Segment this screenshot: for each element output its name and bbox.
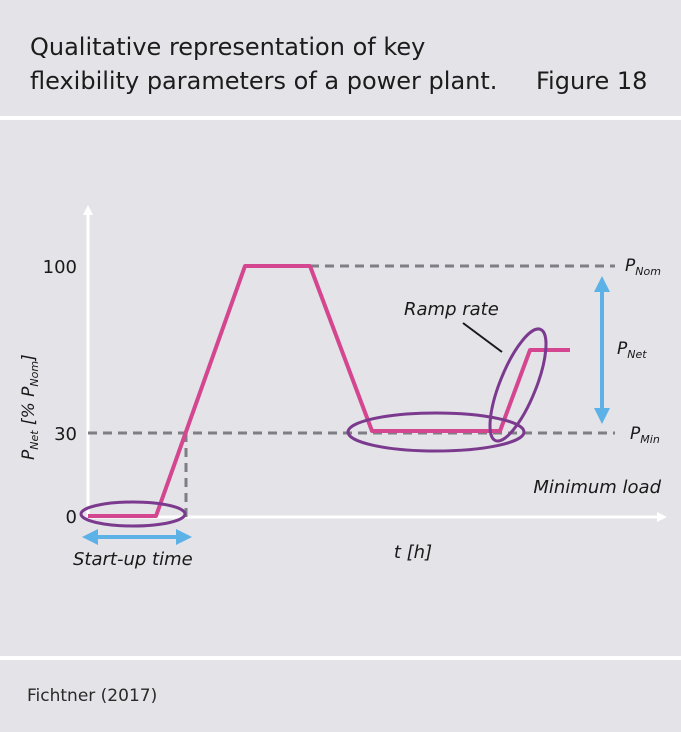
- flexibility-diagram: 100 30 0 PNet [% PNom] PNom PNet PMin Ra…: [19, 205, 667, 570]
- p-net-label: PNet: [617, 339, 647, 361]
- title-line-2: flexibility parameters of a power plant.: [30, 67, 498, 95]
- ramp-rate-pointer: [462, 322, 503, 353]
- power-output-curve: [88, 264, 570, 518]
- startup-ellipse: [79, 500, 187, 528]
- minimum-load-ellipse: [346, 411, 526, 453]
- x-axis-label: t [h]: [394, 542, 432, 563]
- header-divider: [0, 116, 681, 120]
- header: Qualitative representation of key flexib…: [0, 0, 681, 116]
- tick-label-30: 30: [54, 424, 77, 445]
- p-min-label: PMin: [630, 424, 660, 446]
- minimum-load-label: Minimum load: [533, 477, 661, 498]
- figure-title: Qualitative representation of key flexib…: [30, 30, 530, 98]
- tick-label-100: 100: [43, 257, 77, 278]
- title-line-1: Qualitative representation of key: [30, 33, 426, 61]
- figure-number: Figure 18: [536, 67, 648, 95]
- y-axis-label: PNet [% PNom]: [19, 354, 41, 460]
- p-nom-label: PNom: [625, 256, 661, 278]
- tick-label-0: 0: [66, 507, 77, 528]
- startup-time-label: Start-up time: [73, 549, 193, 570]
- source-citation: Fichtner (2017): [27, 686, 158, 706]
- ramp-rate-label: Ramp rate: [404, 299, 499, 320]
- ramp-rate-ellipse: [488, 327, 548, 443]
- footer-divider: [0, 656, 681, 660]
